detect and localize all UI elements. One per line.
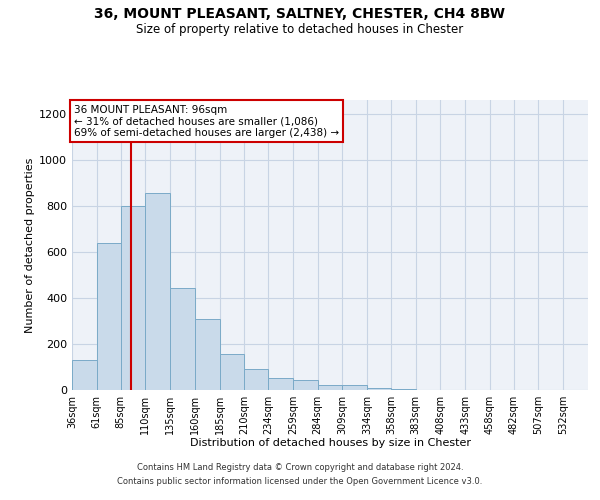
Text: Contains HM Land Registry data © Crown copyright and database right 2024.: Contains HM Land Registry data © Crown c… bbox=[137, 464, 463, 472]
Bar bbox=[367, 388, 391, 390]
Bar bbox=[145, 193, 170, 390]
Bar bbox=[244, 370, 268, 390]
Text: 36 MOUNT PLEASANT: 96sqm
← 31% of detached houses are smaller (1,086)
69% of sem: 36 MOUNT PLEASANT: 96sqm ← 31% of detach… bbox=[74, 104, 339, 138]
Bar bbox=[121, 206, 145, 390]
Bar bbox=[343, 386, 367, 390]
Bar bbox=[293, 380, 317, 390]
Text: Contains public sector information licensed under the Open Government Licence v3: Contains public sector information licen… bbox=[118, 477, 482, 486]
Y-axis label: Number of detached properties: Number of detached properties bbox=[25, 158, 35, 332]
Text: 36, MOUNT PLEASANT, SALTNEY, CHESTER, CH4 8BW: 36, MOUNT PLEASANT, SALTNEY, CHESTER, CH… bbox=[95, 8, 505, 22]
Bar bbox=[317, 386, 343, 390]
X-axis label: Distribution of detached houses by size in Chester: Distribution of detached houses by size … bbox=[190, 438, 470, 448]
Bar bbox=[72, 360, 97, 390]
Bar bbox=[220, 354, 244, 390]
Bar bbox=[268, 378, 293, 390]
Text: Size of property relative to detached houses in Chester: Size of property relative to detached ho… bbox=[136, 22, 464, 36]
Bar bbox=[97, 242, 121, 390]
Bar bbox=[195, 318, 220, 390]
Bar bbox=[170, 288, 195, 390]
